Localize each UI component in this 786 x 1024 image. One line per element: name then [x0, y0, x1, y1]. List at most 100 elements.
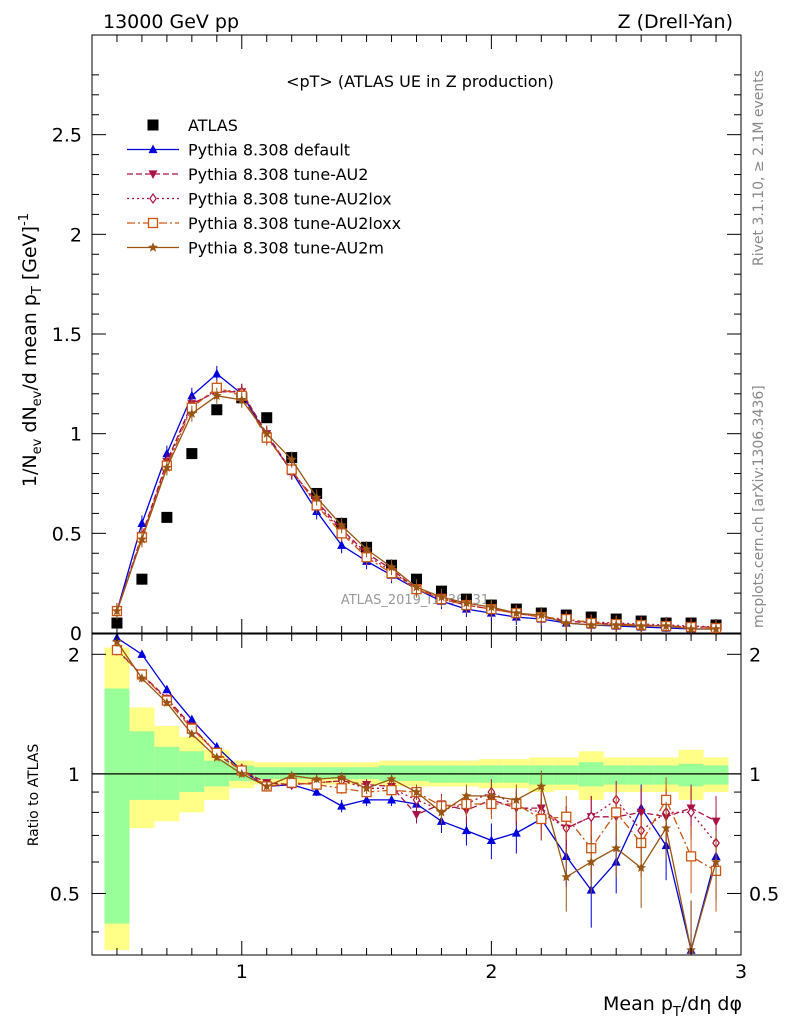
- data-point-au2m: [236, 394, 247, 404]
- top-series-group: [111, 365, 722, 638]
- ratio-point-au2m: [461, 790, 472, 801]
- data-point-default: [187, 390, 197, 400]
- data-point-au2m: [636, 620, 647, 631]
- ratio-point-default: [486, 835, 496, 845]
- data-point-au2m: [586, 619, 597, 630]
- ratio-point-au2m: [112, 636, 122, 647]
- data-point-atlas: [136, 573, 148, 585]
- ratio-point-au2lox: [587, 811, 596, 823]
- legend-label: Pythia 8.308 tune-AU2loxx: [188, 214, 401, 233]
- mcplots-side-label: mcplots.cern.ch [arXiv:1306.3436]: [751, 385, 767, 628]
- ratio-point-au2loxx: [386, 785, 397, 796]
- y-tick-label: 0: [70, 623, 82, 645]
- band-inner-bin: [653, 765, 679, 785]
- legend-marker: [148, 144, 158, 154]
- band-inner-bin: [404, 765, 429, 781]
- ratio-point-au2m: [386, 773, 397, 784]
- y-tick-label: 2.5: [52, 125, 82, 147]
- top-chart-title: <pT> (ATLAS UE in Z production): [286, 72, 554, 91]
- data-point-au2m: [711, 623, 721, 634]
- data-point-au2m: [386, 562, 397, 572]
- ratio-point-au2lox: [687, 806, 695, 818]
- band-inner-bin: [129, 731, 155, 800]
- legend-marker: [148, 242, 158, 252]
- x-tick-labels: 1 2 3: [236, 961, 747, 983]
- data-point-au2m: [361, 544, 372, 554]
- ratio-point-au2lox: [412, 794, 421, 806]
- bottom-y-tick-labels-right: 0.5 1 2: [749, 644, 779, 905]
- data-point-au2m: [311, 492, 322, 502]
- data-point-au2m: [436, 591, 447, 602]
- data-point-atlas: [261, 412, 273, 424]
- bottom-panel-frame: [91, 633, 742, 956]
- ratio-point-au2m: [336, 772, 347, 782]
- ratio-point-au2m: [161, 697, 172, 707]
- band-inner-bin: [628, 765, 654, 785]
- x-tick-label: 1: [236, 961, 248, 983]
- ratio-point-au2m: [486, 790, 497, 801]
- legend-item-au2loxx: Pythia 8.308 tune-AU2loxx: [127, 214, 401, 233]
- data-point-au2m: [686, 623, 696, 634]
- ratio-y-tick-label: 2: [68, 644, 80, 666]
- ratio-point-au2m: [261, 781, 272, 791]
- data-point-au2m: [536, 609, 547, 620]
- ratio-point-default: [337, 801, 347, 810]
- band-inner-bin: [304, 767, 330, 780]
- top-y-tick-labels: 0 0.5 1 1.5 2 2.5: [52, 125, 82, 645]
- ratio-point-au2loxx: [561, 811, 572, 822]
- data-point-au2m: [186, 408, 197, 418]
- ratio-point-au2loxx: [336, 783, 347, 794]
- legend-label: Pythia 8.308 default: [188, 141, 350, 160]
- bottom-panel: 0.5 1 2 0.5 1 2 1 2 3: [50, 632, 779, 983]
- rivet-side-label: Rivet 3.1.10, ≥ 2.1M events: [751, 70, 767, 266]
- ratio-point-default: [387, 794, 397, 804]
- ratio-point-au2m: [436, 807, 447, 817]
- data-point-default: [337, 540, 347, 549]
- ratio-point-au2loxx: [685, 851, 697, 862]
- legend-item-au2m: Pythia 8.308 tune-AU2m: [127, 239, 384, 258]
- ratio-point-au2m: [511, 794, 522, 805]
- legend-item-atlas: ATLAS: [147, 116, 238, 135]
- data-point-au2m: [286, 454, 297, 464]
- legend-label: Pythia 8.308 tune-AU2: [188, 165, 368, 184]
- data-point-au2m: [511, 607, 522, 618]
- bottom-axis-ticks: [92, 634, 741, 955]
- ratio-y-tick-label-right: 1: [749, 764, 761, 786]
- data-point-au2m: [661, 620, 672, 631]
- bottom-series-group: [111, 632, 722, 955]
- ratio-point-au2m: [361, 783, 372, 793]
- bottom-y-axis-label: Ratio to ATLAS: [26, 744, 42, 847]
- y-tick-label: 0.5: [52, 523, 82, 545]
- ratio-point-au2m: [137, 673, 147, 683]
- ratio-point-default: [162, 684, 172, 694]
- top-y-axis-label: 1/Nev dNev/d mean pT [GeV]-1: [17, 213, 45, 487]
- ratio-y-tick-label-right: 2: [749, 644, 761, 666]
- legend-label: Pythia 8.308 tune-AU2m: [188, 239, 384, 258]
- data-point-au2m: [137, 534, 147, 544]
- legend-item-au2lox: Pythia 8.308 tune-AU2lox: [127, 190, 392, 209]
- ratio-point-default: [137, 649, 147, 658]
- data-point-default: [137, 518, 147, 527]
- ratio-point-au2m: [661, 823, 672, 833]
- ratio-y-tick-label: 1: [68, 764, 80, 786]
- data-point-au2m: [336, 520, 347, 530]
- data-point-au2m: [461, 597, 472, 608]
- header-right: Z (Drell-Yan): [618, 11, 733, 33]
- band-inner-bin: [603, 765, 629, 785]
- band-inner-bin: [354, 767, 380, 780]
- ratio-point-au2m: [561, 871, 572, 882]
- band-inner-bin: [104, 688, 130, 924]
- band-inner-bin: [179, 751, 205, 793]
- ratio-point-au2m: [211, 752, 222, 762]
- x-tick-label: 3: [735, 961, 747, 983]
- ratio-point-au2m: [636, 862, 647, 873]
- legend-marker: [148, 170, 158, 179]
- ratio-point-default: [461, 825, 471, 835]
- ratio-point-au2m: [286, 770, 297, 780]
- data-point-default: [212, 368, 222, 378]
- data-point-atlas: [111, 617, 123, 629]
- data-point-au2m: [411, 581, 422, 592]
- ratio-point-au2m: [411, 786, 422, 797]
- ratio-point-default: [511, 828, 521, 837]
